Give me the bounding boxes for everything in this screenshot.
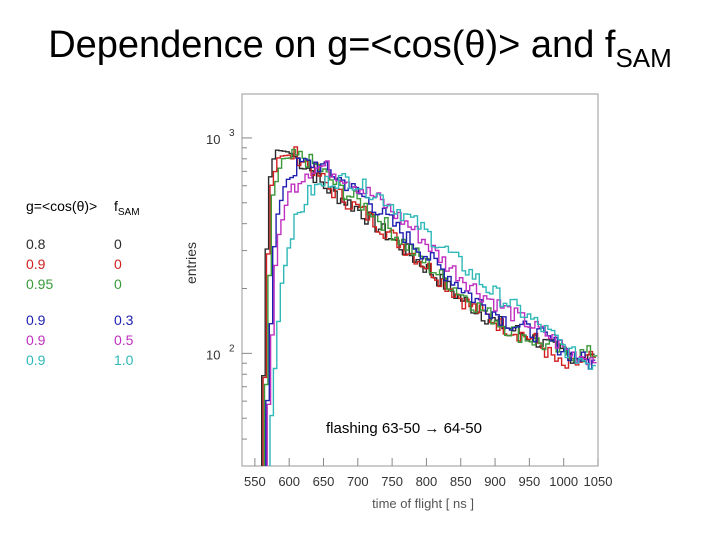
x-tick-label: 550 [244, 474, 266, 489]
title-subscript: SAM [615, 43, 672, 73]
legend-f-value: 0.3 [114, 312, 134, 328]
legend-g-value: 0.9 [26, 352, 46, 368]
legend-g-value: 0.9 [26, 312, 46, 328]
page-title: Dependence on g=<cos(θ)> and fSAM [0, 24, 720, 74]
legend-f-value: 0 [114, 236, 122, 252]
legend-f-value: 1.0 [114, 352, 134, 368]
legend-f-value: 0.5 [114, 332, 134, 348]
x-tick-label: 800 [416, 474, 438, 489]
y-tick-label: 10 [206, 132, 220, 147]
x-tick-label: 750 [381, 474, 403, 489]
series-line [261, 149, 595, 466]
legend-g-value: 0.95 [26, 276, 54, 292]
x-tick-label: 900 [484, 474, 506, 489]
legend-g-value: 0.9 [26, 332, 46, 348]
legend-header: g=<cos(θ)> fSAM [26, 198, 140, 218]
x-tick-label: 950 [519, 474, 541, 489]
legend-f-value: 0 [114, 276, 122, 292]
y-tick-label: 10 [206, 347, 220, 362]
legend-f-value: 0 [114, 256, 122, 272]
x-axis-label: time of flight [ ns ] [372, 496, 474, 511]
x-tick-label: 700 [347, 474, 369, 489]
plot-frame [241, 93, 599, 467]
x-tick-label: 1000 [549, 474, 578, 489]
legend-g-value: 0.9 [26, 256, 46, 272]
x-tick-label: 600 [278, 474, 300, 489]
annotation-text: flashing 63-50 → 64-50 [326, 420, 482, 437]
legend-header-g: g=<cos(θ)> [26, 198, 98, 214]
legend-header-f: fSAM [114, 198, 140, 218]
y-axis-label: entries [183, 242, 199, 284]
y-tick-exponent: 3 [229, 128, 235, 139]
x-tick-label: 1050 [584, 474, 613, 489]
series-line [269, 173, 596, 466]
x-tick-label: 650 [313, 474, 335, 489]
x-tick-label: 850 [450, 474, 472, 489]
y-tick-exponent: 2 [229, 343, 235, 354]
legend-g-value: 0.8 [26, 236, 46, 252]
title-main: Dependence on g=<cos(θ)> and f [48, 24, 616, 66]
series-line [263, 148, 598, 466]
